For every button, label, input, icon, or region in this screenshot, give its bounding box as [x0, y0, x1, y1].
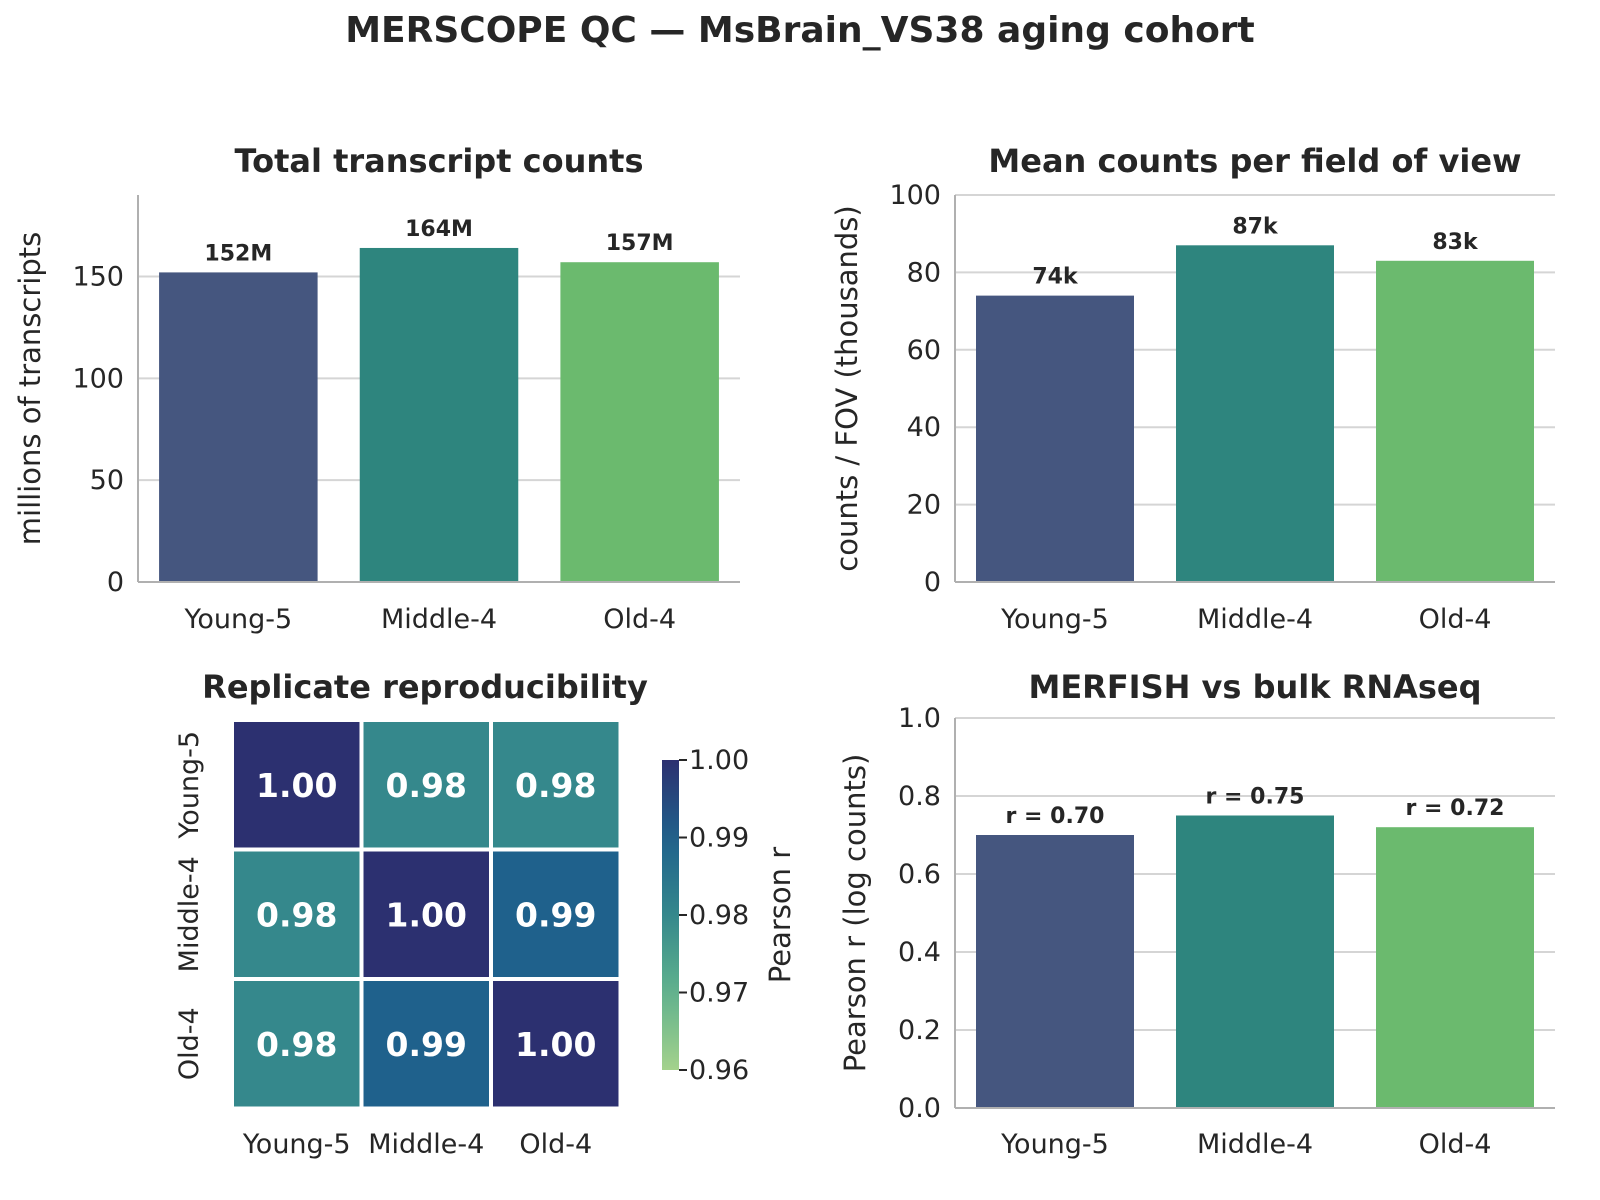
bar-value-label: 157M	[606, 231, 674, 256]
x-tick-label: Middle-4	[1197, 604, 1313, 635]
colorbar-tick-label: 1.00	[689, 745, 749, 776]
x-tick-label: Old-4	[1419, 604, 1492, 635]
y-axis-label: millions of transcripts	[13, 232, 47, 545]
x-tick-label: Old-4	[603, 604, 676, 635]
colorbar-tick-label: 0.99	[689, 823, 749, 854]
y-tick-label: 80	[907, 257, 941, 288]
heatmap-cell-label: 1.00	[386, 895, 467, 934]
bar-middle-4	[1176, 245, 1334, 582]
heatmap-cell-label: 0.98	[256, 895, 337, 934]
heatmap-row-label: Young-5	[174, 731, 205, 840]
x-tick-label: Old-4	[1419, 1129, 1492, 1160]
heatmap-col-label: Middle-4	[368, 1129, 484, 1160]
heatmap-cell-label: 0.98	[515, 766, 596, 805]
heatmap-cell	[363, 851, 489, 977]
y-tick-label: 40	[907, 412, 941, 443]
merfish-vs-bulk-chart: MERFISH vs bulk RNAseq 0.0 0.2 0.4 0.6 0.8 1.0…	[838, 668, 1555, 1160]
heatmap-cell	[363, 722, 489, 848]
x-tick-label: Young-5	[1000, 1129, 1109, 1160]
colorbar-tick-label: 0.98	[689, 900, 749, 931]
heatmap-cell-label: 1.00	[515, 1025, 596, 1064]
y-tick-label: 1.0	[898, 703, 941, 734]
heatmap-cell-label: 0.98	[256, 1025, 337, 1064]
heatmap-cell	[234, 981, 360, 1107]
y-tick-label: 0.2	[898, 1015, 941, 1046]
heatmap-cell	[493, 722, 619, 848]
heatmap-cell	[234, 851, 360, 977]
total-transcript-counts-chart: Total transcript counts 0 50 100 150 152M Youn…	[13, 142, 740, 635]
chart-title: MERFISH vs bulk RNAseq	[1028, 668, 1481, 706]
y-tick-label: 150	[72, 261, 124, 292]
chart-title: Mean counts per field of view	[988, 142, 1521, 180]
chart-title: Replicate reproducibility	[202, 668, 648, 706]
heatmap-cell	[363, 981, 489, 1107]
x-tick-label: Young-5	[1000, 604, 1109, 635]
x-tick-label: Young-5	[183, 604, 292, 635]
heatmap-col-label: Old-4	[519, 1129, 592, 1160]
y-tick-label: 50	[90, 465, 124, 496]
colorbar	[662, 760, 679, 1070]
y-axis-label: counts / FOV (thousands)	[830, 205, 864, 571]
colorbar-tick-label: 0.97	[689, 978, 749, 1009]
heatmap-cell-label: 0.98	[386, 766, 467, 805]
x-tick-label: Middle-4	[1197, 1129, 1313, 1160]
bar-middle-4	[1176, 815, 1334, 1108]
y-tick-label: 0.8	[898, 781, 941, 812]
heatmap-col-label: Young-5	[242, 1129, 351, 1160]
figure-title: MERSCOPE QC — MsBrain_VS38 aging cohort	[345, 10, 1255, 51]
y-tick-label: 100	[889, 180, 941, 211]
bar-middle-4	[359, 247, 519, 583]
y-tick-label: 0	[107, 567, 124, 598]
replicate-reproducibility-heatmap: Replicate reproducibility 1.00 0.98 0.98 0.9…	[174, 668, 797, 1160]
y-tick-label: 0	[924, 567, 941, 598]
mean-counts-per-fov-chart: Mean counts per field of view 0 20 40 60 80 10…	[830, 142, 1555, 635]
bar-value-label: r = 0.75	[1206, 785, 1305, 810]
bar-old-4	[1376, 260, 1534, 582]
y-tick-label: 0.0	[898, 1093, 941, 1124]
y-axis-label: Pearson r (log counts)	[838, 754, 872, 1073]
y-tick-label: 0.6	[898, 859, 941, 890]
colorbar-tick-label: 0.96	[689, 1055, 749, 1086]
bar-value-label: 87k	[1232, 214, 1279, 239]
heatmap-cell-label: 0.99	[386, 1025, 467, 1064]
bar-value-label: 152M	[204, 241, 272, 266]
x-tick-label: Middle-4	[381, 604, 497, 635]
heatmap-cell	[493, 981, 619, 1107]
bar-young-5	[976, 295, 1134, 582]
heatmap-cell	[234, 722, 360, 848]
bar-young-5	[159, 272, 318, 582]
bar-value-label: r = 0.70	[1006, 804, 1105, 829]
heatmap-cell-label: 0.99	[515, 895, 596, 934]
y-tick-label: 100	[72, 363, 124, 394]
heatmap-cell-label: 1.00	[256, 766, 337, 805]
bar-young-5	[976, 835, 1134, 1108]
bar-value-label: 164M	[405, 217, 473, 242]
heatmap-row-label: Old-4	[174, 1007, 205, 1080]
bar-value-label: 83k	[1432, 230, 1479, 255]
y-tick-label: 60	[907, 335, 941, 366]
y-tick-label: 20	[907, 490, 941, 521]
bar-old-4	[560, 262, 719, 582]
colorbar-label: Pearson r	[763, 847, 797, 983]
bar-old-4	[1376, 827, 1534, 1108]
heatmap-row-label: Middle-4	[174, 856, 205, 972]
heatmap-cell	[493, 851, 619, 977]
y-tick-label: 0.4	[898, 937, 941, 968]
bar-value-label: r = 0.72	[1406, 796, 1505, 821]
bar-value-label: 74k	[1032, 265, 1079, 290]
chart-title: Total transcript counts	[235, 142, 644, 180]
